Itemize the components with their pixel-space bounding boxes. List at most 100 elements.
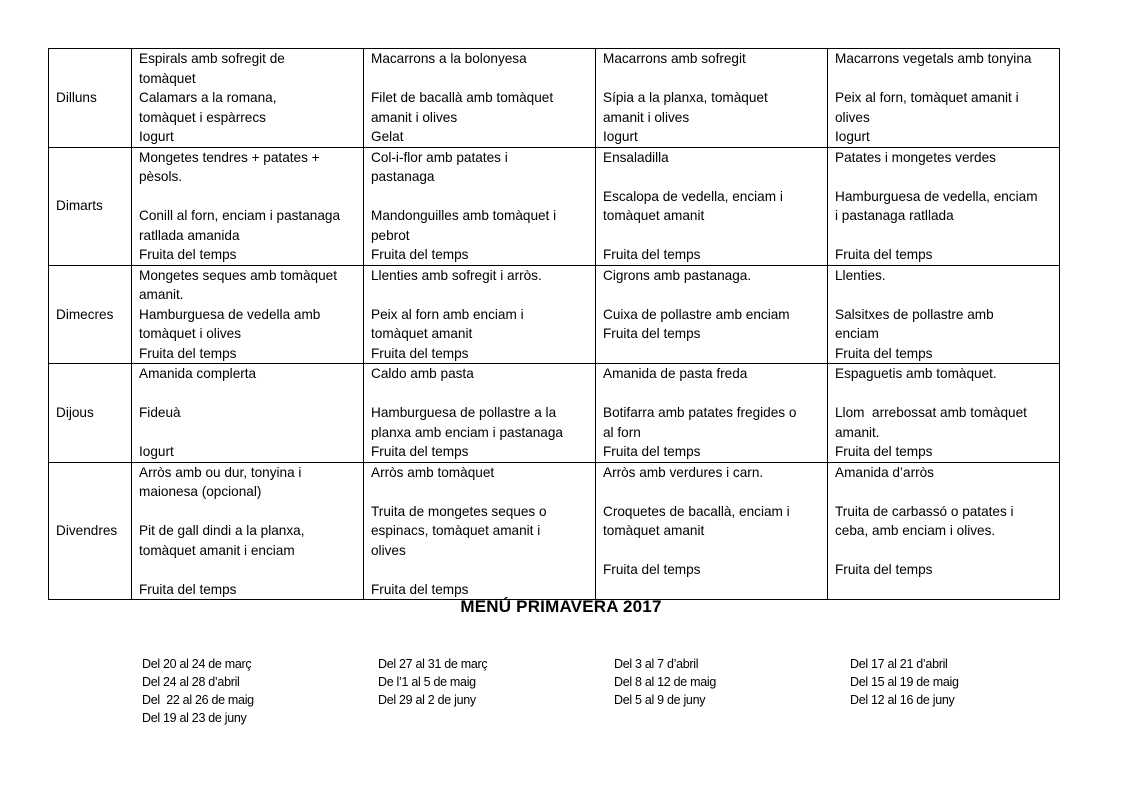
dish-line: amanit.	[835, 424, 880, 440]
menu-cell: Macarrons amb sofregit Sípia a la planxa,…	[595, 48, 828, 148]
menu-cell: Patates i mongetes verdes Hamburguesa de …	[827, 146, 1060, 266]
dish-line: Fruita del temps	[835, 562, 933, 577]
day-label: Dijous	[48, 363, 132, 463]
week-range: De l’1 al 5 de maig	[378, 675, 476, 689]
dish-line: Fruita del temps	[603, 562, 701, 577]
dish-line	[371, 482, 588, 502]
dish-line	[835, 384, 1052, 404]
date-column: Del 3 al 7 d’abril Del 8 al 12 de maig Del…	[614, 655, 716, 709]
dish-line	[603, 482, 820, 502]
dish-line	[139, 384, 356, 404]
week-range: Del 29 al 2 de juny	[378, 693, 476, 707]
menu-row-dimecres: Dimecres Mongetes seques amb tomàquet aman…	[48, 264, 1060, 364]
dish-line	[835, 482, 1052, 502]
menu-row-divendres: Divendres Arròs amb ou dur, tonyina i maio…	[48, 461, 1060, 600]
dish-line: Escalopa de vedella, enciam i	[603, 188, 783, 204]
week-range: Del 15 al 19 de maig	[850, 675, 959, 689]
week-range: Del 5 al 9 de juny	[614, 693, 706, 707]
dish-line: Cigrons amb pastanaga.	[603, 267, 752, 283]
dish-line	[139, 423, 356, 443]
dish-line: Hamburguesa de pollastre a la	[371, 405, 557, 420]
dish-line: Fruita del temps	[603, 247, 701, 262]
dish-line: Truita de mongetes seques o	[371, 503, 547, 519]
menu-table: Dilluns Espirals amb sofregit de tomàquet C…	[48, 48, 1060, 600]
dish-line	[371, 187, 588, 207]
dish-line: tomàquet	[139, 70, 196, 86]
dish-line: Patates i mongetes verdes	[835, 149, 996, 165]
dish-line	[139, 560, 356, 580]
dish-line: tomàquet amanit	[603, 208, 705, 223]
dish-line: tomàquet i espàrrecs	[139, 109, 266, 125]
dish-line: Iogurt	[835, 129, 870, 144]
dish-line	[603, 167, 820, 187]
dish-line	[603, 384, 820, 404]
day-label: Divendres	[48, 461, 132, 600]
menu-cell: Mongetes seques amb tomàquet amanit. Hambu…	[131, 264, 364, 364]
dish-line: pebrot	[371, 227, 410, 243]
date-column: Del 17 al 21 d’abril Del 15 al 19 de maig…	[850, 655, 959, 709]
dish-line: Macarrons amb sofregit	[603, 51, 746, 66]
dish-line	[603, 285, 820, 305]
dish-line: Fruita del temps	[835, 444, 933, 459]
dish-line: olives	[371, 542, 406, 558]
menu-cell: Arròs amb tomàquet Truita de mongetes seq…	[363, 461, 596, 600]
dish-line: Macarrons a la bolonyesa	[371, 51, 527, 66]
dish-line: tomàquet amanit	[603, 523, 705, 538]
dish-line: Arròs amb tomàquet	[371, 464, 495, 480]
dish-line: tomàquet i olives	[139, 326, 242, 341]
day-label: Dimarts	[48, 146, 132, 266]
dish-line: Conill al forn, enciam i pastanaga	[139, 208, 340, 223]
day-label: Dimecres	[48, 264, 132, 364]
dish-line: Fruita del temps	[371, 247, 469, 262]
menu-cell: Amanida de pasta freda Botifarra amb pata…	[595, 363, 828, 463]
dish-line: Mandonguilles amb tomàquet i	[371, 208, 557, 223]
dish-line: Fruita del temps	[371, 581, 469, 597]
dish-line: Filet de bacallà amb tomàquet	[371, 90, 554, 105]
dish-line: enciam	[835, 326, 879, 341]
dish-line: Fruita del temps	[371, 444, 469, 459]
dish-line: Cuixa de pollastre amb enciam	[603, 306, 790, 322]
dish-line: Fruita del temps	[139, 581, 237, 597]
dish-line: Fruita del temps	[139, 247, 237, 262]
dish-line: Fruita del temps	[835, 247, 933, 262]
dish-line: al forn	[603, 424, 641, 440]
week-range: Del 19 al 23 de juny	[142, 711, 247, 725]
dish-line: olives	[835, 109, 870, 125]
dish-line	[835, 541, 1052, 561]
dish-line: Peix al forn amb enciam i	[371, 306, 524, 322]
week-range: Del 8 al 12 de maig	[614, 675, 717, 689]
dish-line	[603, 344, 820, 364]
menu-cell: Mongetes tendres + patates + pèsols. Conil…	[131, 146, 364, 266]
dish-line: maionesa (opcional)	[139, 484, 262, 499]
dish-line: Fruita del temps	[603, 444, 701, 459]
menu-cell: Espirals amb sofregit de tomàquet Calamars…	[131, 48, 364, 148]
dish-line: espinacs, tomàquet amanit i	[371, 523, 541, 538]
dish-line: pastanaga	[371, 169, 435, 184]
dish-line	[139, 187, 356, 207]
dish-line: Gelat	[371, 129, 404, 144]
menu-cell: Llenties amb sofregit i arròs. Peix al fo…	[363, 264, 596, 364]
menu-title: MENÚ PRIMAVERA 2017	[460, 597, 662, 616]
dish-line: Iogurt	[139, 444, 174, 459]
dish-line: ceba, amb enciam i olives.	[835, 523, 996, 538]
dish-line: Fruita del temps	[603, 326, 701, 341]
menu-cell: Espaguetis amb tomàquet. Llom arrebossat …	[827, 363, 1060, 463]
dish-line	[835, 226, 1052, 246]
week-range: Del 3 al 7 d’abril	[614, 657, 699, 671]
menu-row-dilluns: Dilluns Espirals amb sofregit de tomàquet C…	[48, 48, 1060, 148]
menu-cell: Arròs amb ou dur, tonyina i maionesa (opc…	[131, 461, 364, 600]
menu-row-dimarts: Dimarts Mongetes tendres + patates + pèsol…	[48, 146, 1060, 266]
week-range: Del 22 al 26 de maig	[142, 693, 254, 707]
dish-line: Sípia a la planxa, tomàquet	[603, 90, 768, 105]
menu-cell: Macarrons vegetals amb tonyina Peix al fo…	[827, 48, 1060, 148]
dish-line: Iogurt	[139, 129, 174, 144]
menu-cell: Cigrons amb pastanaga. Cuixa de pollastre…	[595, 264, 828, 364]
dish-line: Calamars a la romana,	[139, 90, 277, 105]
dish-line: Mongetes seques amb tomàquet	[139, 267, 337, 283]
dish-line	[835, 285, 1052, 305]
menu-cell: Amanida d’arròs Truita de carbassó o pata…	[827, 461, 1060, 600]
dish-line: amanit i olives	[371, 109, 458, 125]
dish-line: i pastanaga ratllada	[835, 208, 954, 223]
dish-line: Llom arrebossat amb tomàquet	[835, 405, 1027, 420]
menu-cell: Macarrons a la bolonyesa Filet de bacallà…	[363, 48, 596, 148]
